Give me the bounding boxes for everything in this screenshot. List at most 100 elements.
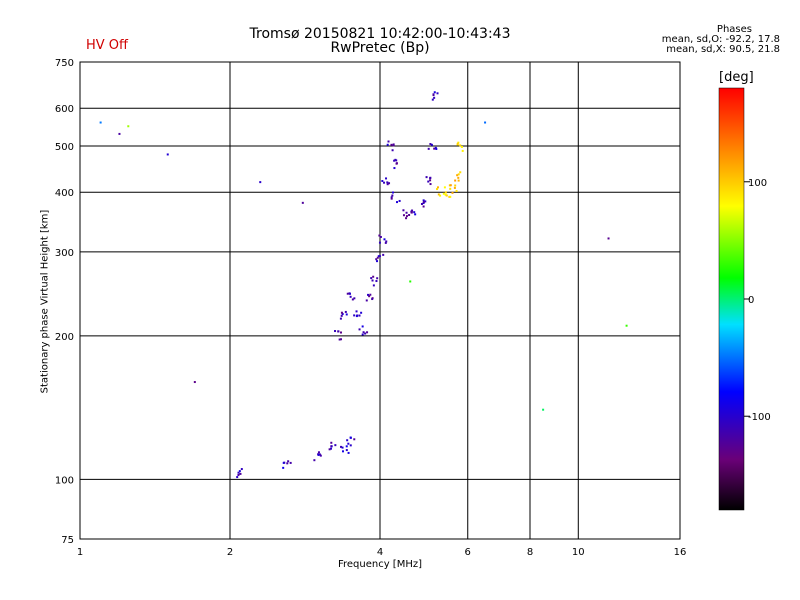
x-tick-label: 16 xyxy=(674,547,687,558)
data-point xyxy=(379,235,382,238)
data-point xyxy=(349,295,352,298)
data-point xyxy=(459,144,462,147)
data-point xyxy=(319,454,322,457)
data-point xyxy=(395,159,398,162)
x-axis-label: Frequency [MHz] xyxy=(337,559,423,570)
data-point xyxy=(330,445,333,448)
data-point xyxy=(449,187,452,190)
data-point xyxy=(420,202,423,205)
data-point xyxy=(127,125,130,128)
data-point xyxy=(347,451,350,454)
data-point xyxy=(445,194,448,197)
data-point xyxy=(301,201,304,204)
data-point xyxy=(237,471,240,474)
data-point xyxy=(442,192,445,195)
data-point xyxy=(346,439,349,442)
y-tick-label: 400 xyxy=(55,188,74,199)
data-point xyxy=(456,174,459,177)
data-point xyxy=(391,194,394,197)
data-point xyxy=(429,179,432,182)
data-point xyxy=(317,451,320,454)
data-point xyxy=(340,331,343,334)
data-point xyxy=(429,143,432,146)
data-point xyxy=(287,460,290,463)
x-tick-label: 10 xyxy=(572,547,585,558)
data-points xyxy=(99,91,628,479)
data-point xyxy=(422,205,425,208)
data-point xyxy=(391,191,394,194)
data-point xyxy=(318,453,321,456)
data-point xyxy=(413,211,416,214)
data-point xyxy=(353,297,356,300)
x-tick-label: 8 xyxy=(527,547,533,558)
x-tick-label: 6 xyxy=(465,547,471,558)
data-point xyxy=(355,315,358,318)
data-point xyxy=(457,141,460,144)
data-point xyxy=(341,446,344,449)
data-point xyxy=(283,461,286,464)
data-point xyxy=(455,190,458,193)
data-point xyxy=(99,121,102,124)
data-point xyxy=(444,193,447,196)
data-point xyxy=(193,381,196,384)
data-point xyxy=(396,201,399,204)
data-point xyxy=(429,176,432,179)
data-point xyxy=(347,442,350,445)
data-point xyxy=(370,277,373,280)
data-point xyxy=(437,193,440,196)
data-point xyxy=(449,195,452,198)
colorbar-tick-label: 100 xyxy=(748,178,767,189)
data-point xyxy=(390,196,393,199)
data-point xyxy=(345,313,348,316)
data-point xyxy=(361,325,364,328)
data-point xyxy=(286,462,289,465)
x-tick-label: 4 xyxy=(377,547,383,558)
data-point xyxy=(355,310,358,313)
y-tick-label: 500 xyxy=(55,142,74,153)
data-point xyxy=(358,314,361,317)
data-point xyxy=(239,472,242,475)
phase-stats-x: mean, sd,X: 90.5, 21.8 xyxy=(666,44,780,55)
data-point xyxy=(330,447,333,450)
data-point xyxy=(385,177,388,180)
x-tick-label: 1 xyxy=(77,547,83,558)
data-point xyxy=(433,147,436,150)
data-point xyxy=(328,448,331,451)
data-point xyxy=(341,313,344,316)
data-point xyxy=(393,159,396,162)
data-point xyxy=(414,213,417,216)
data-point xyxy=(339,317,342,320)
data-point xyxy=(367,293,370,296)
colorbar-unit: [deg] xyxy=(719,70,754,85)
data-point xyxy=(402,214,405,217)
data-point xyxy=(344,310,347,313)
data-point xyxy=(338,338,341,341)
data-point xyxy=(371,279,374,282)
data-point xyxy=(340,338,343,341)
data-point xyxy=(429,183,432,186)
data-point xyxy=(330,441,333,444)
data-point xyxy=(166,153,169,156)
data-point xyxy=(424,200,427,203)
grid-lines xyxy=(79,62,681,539)
data-point xyxy=(340,314,343,317)
data-point xyxy=(425,176,428,179)
data-point xyxy=(238,470,241,473)
y-tick-label: 750 xyxy=(55,58,74,69)
data-point xyxy=(376,256,379,259)
data-point xyxy=(371,298,374,301)
data-point xyxy=(383,181,386,184)
data-point xyxy=(422,201,425,204)
data-point xyxy=(375,280,378,283)
data-point xyxy=(334,444,337,447)
x-tick-label: 2 xyxy=(227,547,233,558)
data-point xyxy=(454,184,457,187)
data-point xyxy=(349,444,352,447)
data-point xyxy=(433,91,436,94)
data-point xyxy=(237,474,240,477)
data-point xyxy=(345,445,348,448)
data-point xyxy=(348,292,351,295)
y-tick-label: 100 xyxy=(55,475,74,486)
data-point xyxy=(456,142,459,145)
data-point xyxy=(346,292,349,295)
